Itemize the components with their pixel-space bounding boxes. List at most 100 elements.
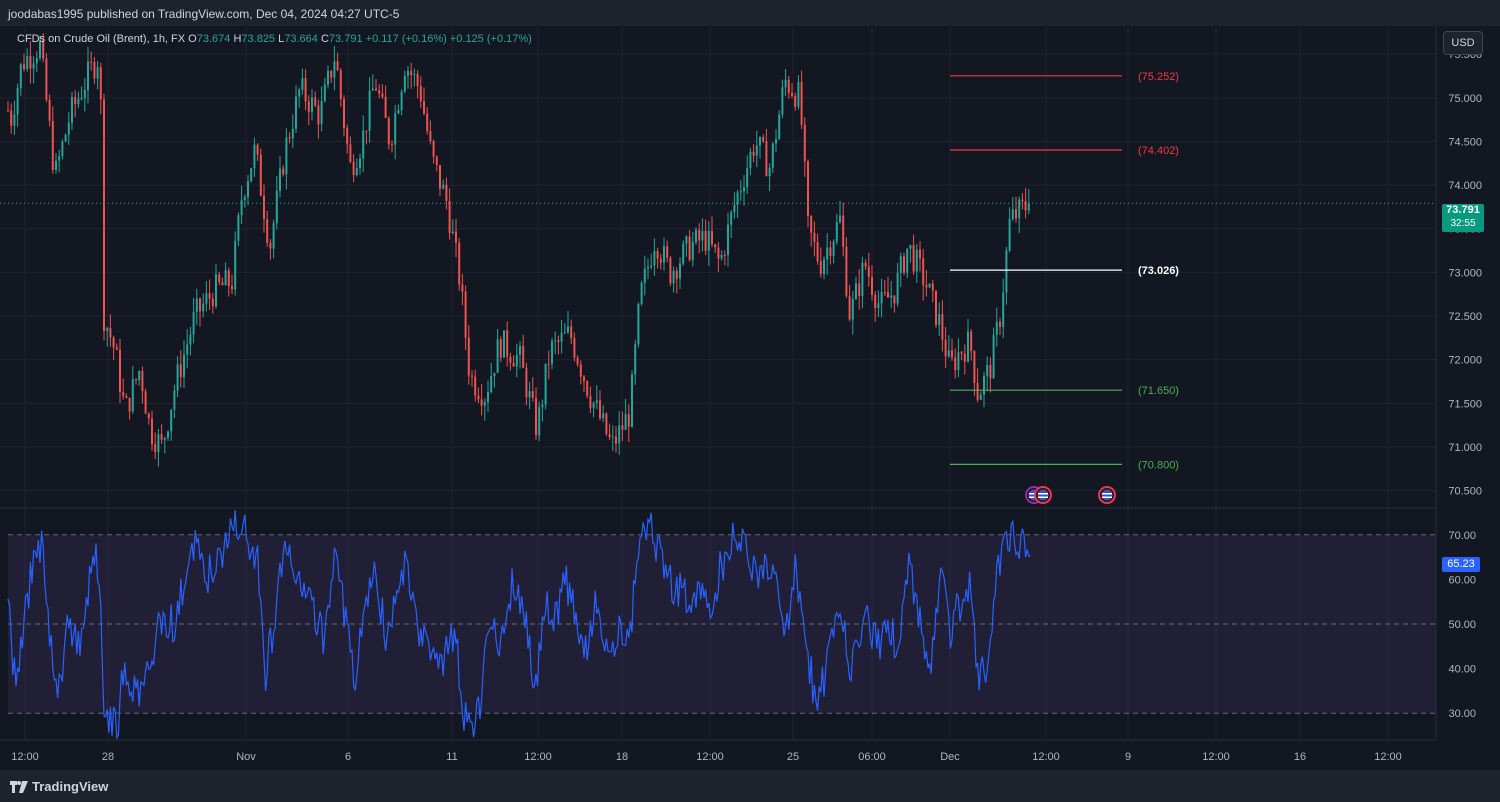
candle-body [99, 67, 102, 100]
candle-body [621, 425, 624, 430]
candle-body [720, 254, 723, 259]
candle-body [26, 56, 29, 70]
candle-body [1005, 250, 1008, 293]
candle-body [154, 444, 157, 453]
candle-body [410, 70, 413, 75]
candle-body [906, 248, 909, 273]
candle-body [391, 144, 393, 146]
candle-body [656, 251, 659, 259]
candle-body [627, 414, 630, 427]
candle-body [199, 298, 201, 312]
candle-body [282, 168, 285, 175]
candle-body [352, 161, 355, 176]
price-levels[interactable]: (75.252) (74.402) (73.026) (71.650) (70.800) [950, 71, 1179, 472]
candle-body [263, 195, 265, 220]
candle-body [794, 95, 797, 107]
candle-body [384, 96, 387, 118]
candle-body [634, 344, 637, 375]
candle-body [826, 247, 829, 260]
symbol-legend: CFDs on Crude Oil (Brent), 1h, FX O73.67… [17, 33, 532, 45]
candle-body [227, 270, 230, 287]
candle-body [739, 191, 742, 193]
candle-body [160, 434, 163, 440]
candle-body [416, 74, 419, 86]
chart-canvas[interactable]: (75.252) (74.402) (73.026) (71.650) (70.800)… [0, 0, 1500, 770]
candle-body [298, 89, 301, 97]
low-label: L [278, 33, 285, 45]
candle-body [426, 113, 429, 132]
candle-body [58, 156, 61, 161]
bar-countdown: 32:55 [1450, 218, 1476, 229]
candle-body [970, 331, 973, 352]
candle-body [253, 144, 256, 169]
candle-body [32, 63, 35, 69]
candle-body [768, 167, 771, 177]
candle-body [592, 402, 595, 408]
time-tick-label: 9 [1125, 751, 1131, 763]
candle-body [112, 337, 115, 348]
candle-body [55, 160, 57, 171]
close-value: 73.791 [328, 33, 363, 45]
candle-body [173, 390, 176, 410]
candle-body [608, 434, 611, 438]
candle-body [458, 242, 461, 285]
candle-body [653, 251, 656, 266]
currency-button[interactable]: USD [1443, 31, 1483, 55]
candle-body [807, 161, 809, 217]
candle-body [691, 242, 694, 260]
candle-body [490, 376, 493, 393]
candle-body [403, 75, 406, 92]
tradingview-icon [10, 780, 28, 793]
candle-body [432, 141, 435, 157]
candle-body [205, 293, 208, 304]
candle-body [915, 249, 918, 272]
candle-body [570, 326, 573, 339]
candle-body [291, 128, 294, 139]
price-tick-label: 71.000 [1448, 442, 1482, 454]
candle-body [903, 256, 905, 273]
candle-body [109, 327, 112, 338]
candle-body [317, 105, 320, 125]
candle-body [394, 113, 397, 145]
candle-body [960, 352, 963, 354]
candle-body [954, 357, 957, 371]
candle-body [138, 371, 141, 381]
candle-body [576, 357, 579, 365]
candle-body [71, 97, 73, 123]
candle-body [515, 354, 518, 367]
symbol-name[interactable]: CFDs on Crude Oil (Brent), 1h, FX [17, 33, 186, 45]
flag-stripe [1029, 496, 1039, 498]
candle-body [976, 383, 979, 400]
candle-body [87, 61, 89, 90]
flag-stripe [1038, 493, 1048, 495]
candle-body [176, 364, 179, 391]
candle-body [672, 270, 675, 284]
top-bar: joodabas1995 published on TradingView.co… [0, 0, 1500, 26]
candle-body [707, 230, 710, 251]
candle-body [333, 61, 336, 78]
candle-body [167, 431, 169, 439]
candle-body [77, 98, 80, 105]
candle-body [131, 379, 134, 412]
candle-body [730, 212, 733, 225]
flag-stripe [1102, 496, 1112, 498]
candle-body [957, 352, 960, 371]
tradingview-logo[interactable]: TradingView [10, 779, 108, 794]
candle-body [714, 244, 717, 248]
candle-body [877, 303, 880, 309]
candle-body [256, 144, 259, 155]
candle-body [727, 224, 729, 256]
candle-body [378, 90, 381, 94]
economic-events[interactable] [1025, 486, 1116, 504]
candle-body [861, 262, 864, 297]
time-axis[interactable]: 12:00 28 Nov 6 11 12:00 18 12:00 25 06:00 Dec 12:00… [11, 751, 1402, 763]
candle-body [631, 374, 633, 427]
candle-body [835, 222, 838, 242]
candle-body [781, 87, 784, 115]
candle-body [23, 64, 25, 70]
candle-body [867, 266, 870, 277]
candle-body [778, 114, 781, 140]
time-tick-label: 12:00 [1032, 751, 1060, 763]
candle-body [679, 263, 681, 279]
candle-body [10, 110, 13, 126]
